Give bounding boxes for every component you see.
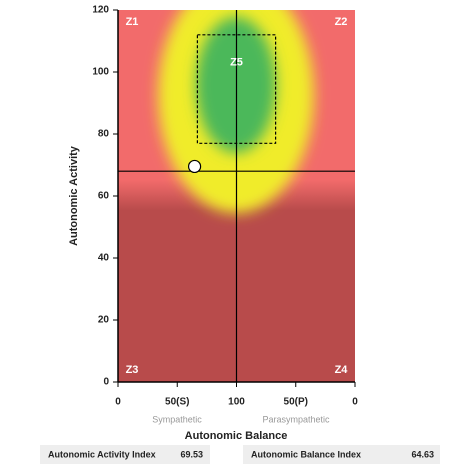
index-label: Autonomic Balance Index (251, 449, 361, 459)
y-tick-label: 60 (98, 191, 110, 202)
index-panel (40, 445, 210, 464)
y-tick-label: 40 (98, 253, 110, 264)
zone-label: Z4 (335, 364, 349, 376)
x-tick-label: 50(S) (165, 397, 189, 408)
y-tick-label: 100 (92, 67, 109, 78)
zone-label: Z5 (230, 57, 243, 69)
x-tick-label: 100 (228, 397, 245, 408)
y-tick-label: 0 (103, 377, 109, 388)
zone-label: Z2 (335, 16, 348, 28)
x-tick-label: 0 (352, 397, 358, 408)
zone-label: Z1 (126, 16, 139, 28)
index-value: 64.63 (411, 449, 434, 459)
x-axis-title: Autonomic Balance (185, 430, 288, 442)
side-label: Parasympathetic (262, 414, 330, 424)
side-label: Sympathetic (152, 414, 202, 424)
zone-label: Z3 (126, 364, 139, 376)
y-tick-label: 20 (98, 315, 110, 326)
index-panel (243, 445, 440, 464)
y-tick-label: 120 (92, 5, 109, 16)
index-value: 69.53 (180, 449, 203, 459)
x-tick-label: 50(P) (284, 397, 308, 408)
index-label: Autonomic Activity Index (48, 449, 156, 459)
x-tick-label: 0 (115, 397, 121, 408)
y-tick-label: 80 (98, 129, 110, 140)
y-axis-title: Autonomic Activity (68, 145, 80, 246)
data-point (187, 159, 202, 174)
